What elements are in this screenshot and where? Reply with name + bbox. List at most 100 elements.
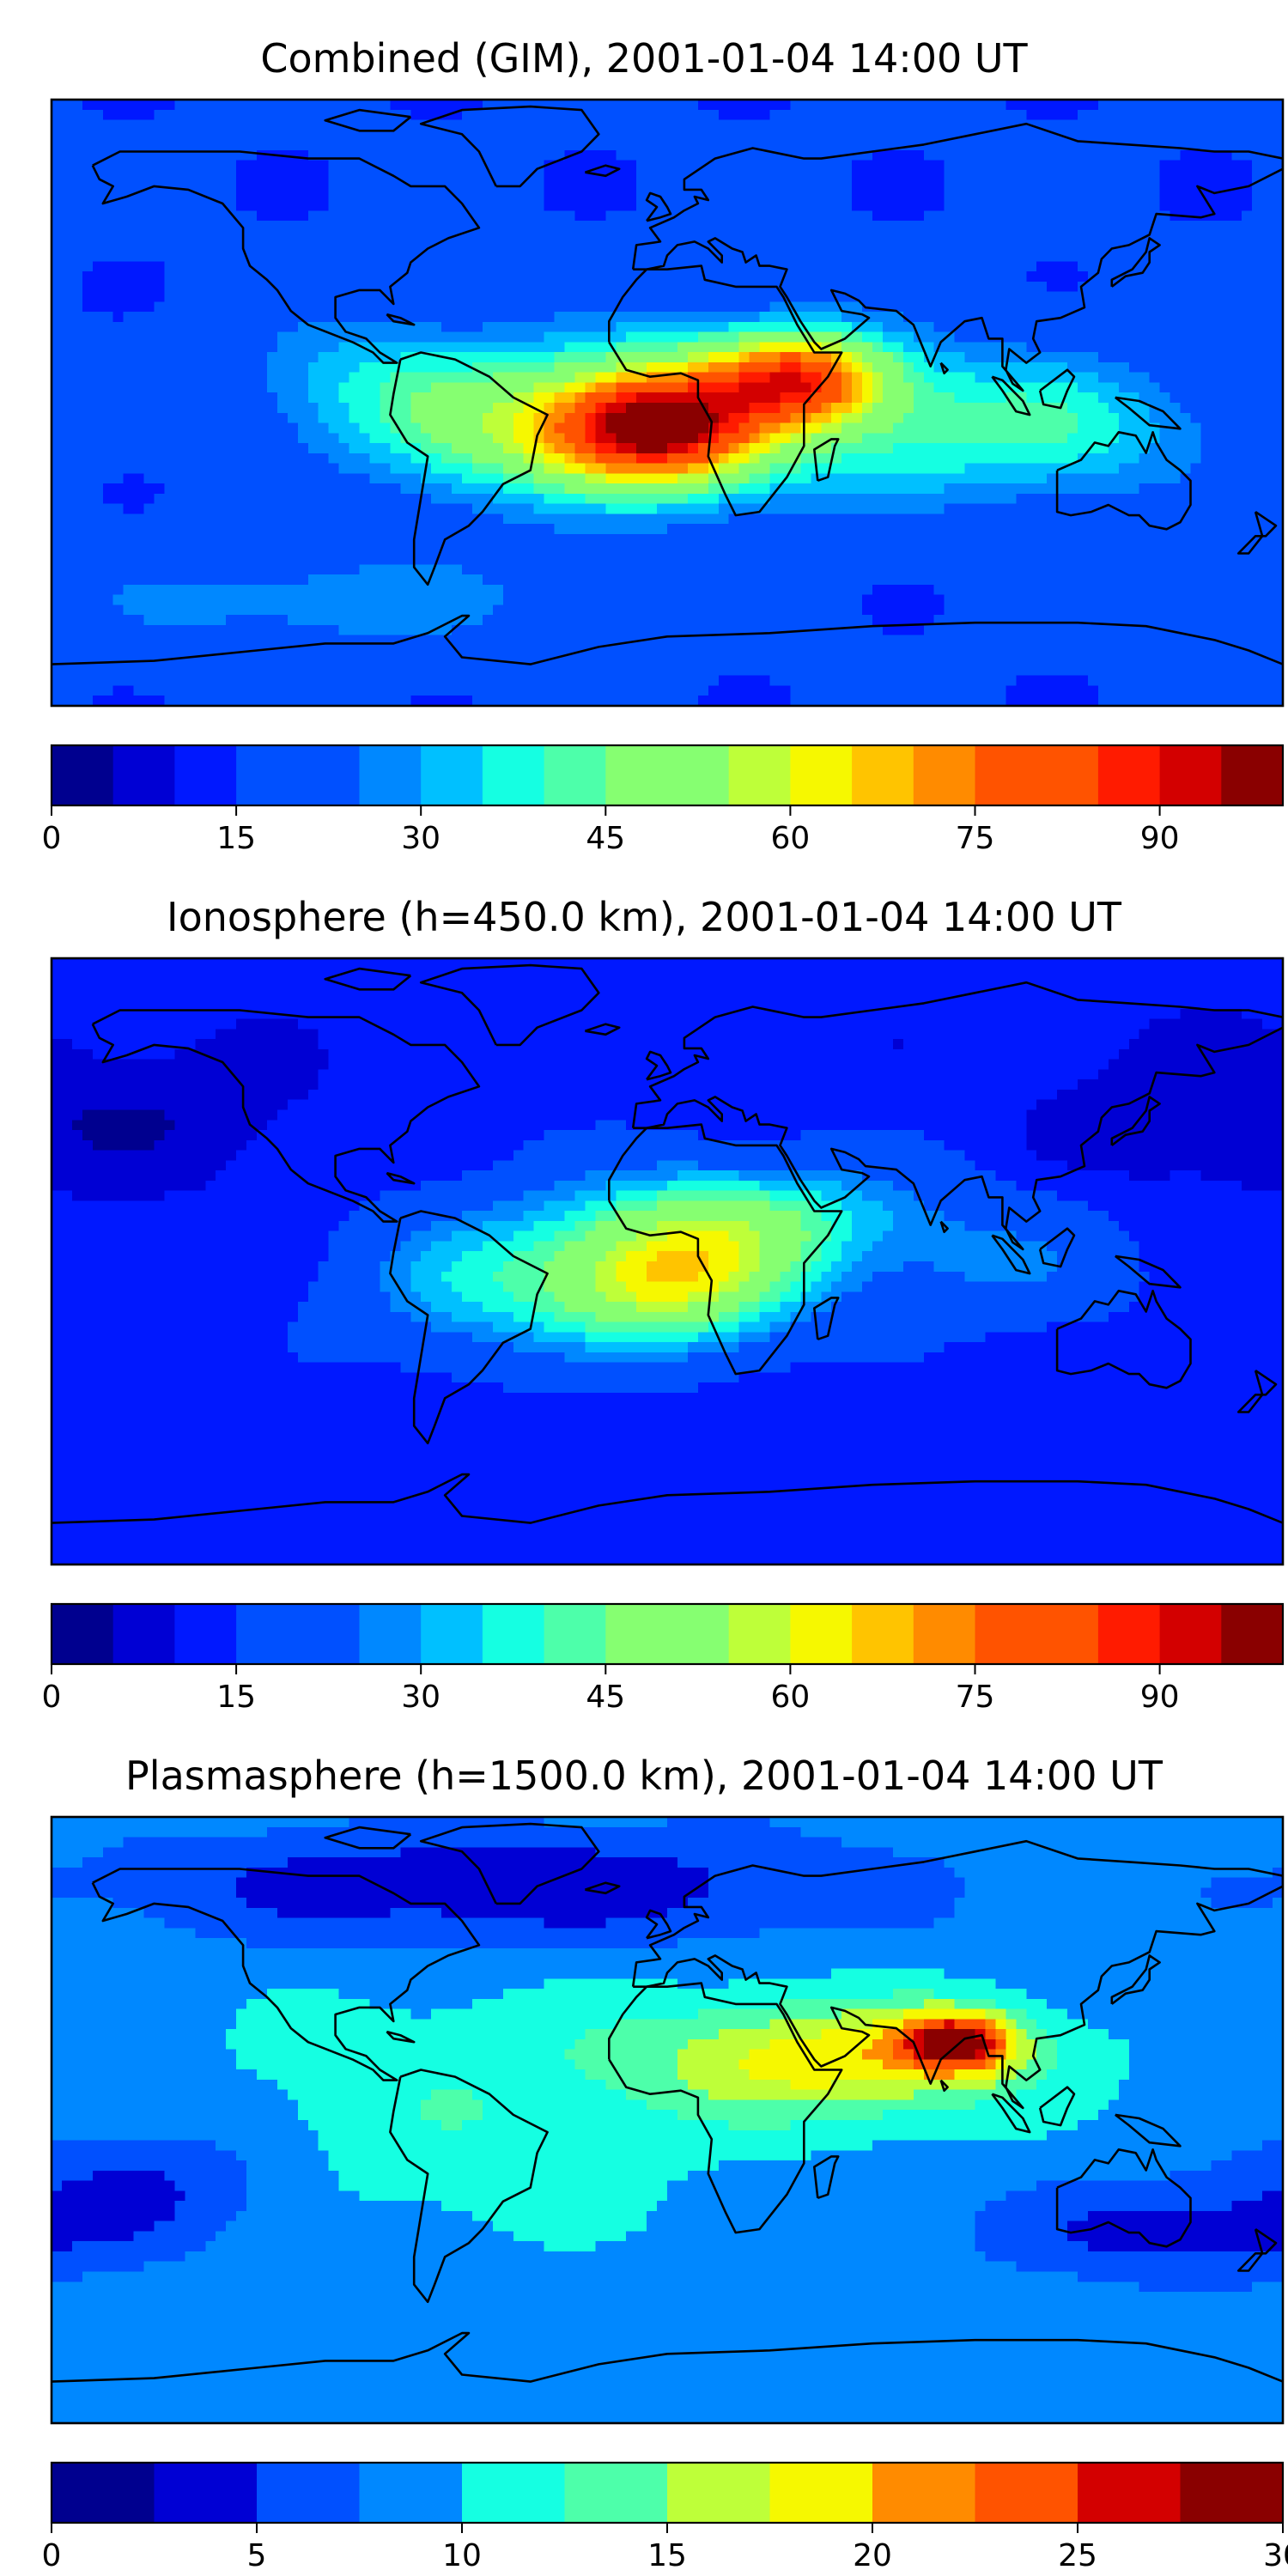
colorbar-segment: [852, 1604, 914, 1664]
coastline: [419, 105, 600, 188]
colorbar-segment: [1221, 1604, 1284, 1664]
colorbar-segment: [112, 1604, 175, 1664]
coastline: [631, 122, 1283, 392]
colorbar-segment: [297, 745, 360, 805]
coastline: [1110, 237, 1161, 288]
colorbar-segment: [421, 1604, 483, 1664]
colorbar-tick-label: 15: [216, 1680, 256, 1715]
colorbar-segment: [667, 1604, 730, 1664]
panel-svg: Combined (GIM), 2001-01-04 14:00 UT 0 15 3…: [42, 35, 1285, 856]
colorbar-segment: [359, 2463, 463, 2523]
colorbar-segment: [174, 745, 237, 805]
coastline: [1236, 1370, 1278, 1413]
coastline: [939, 361, 949, 374]
colorbar-tick-label: 90: [1140, 821, 1180, 856]
colorbar-segment: [462, 2463, 565, 2523]
tec-field: [52, 100, 1283, 706]
colorbar: 0 15 30 45 60 75 90: [42, 1602, 1285, 1715]
colorbar-tick-label: 60: [770, 821, 810, 856]
colorbar-tick-label: 10: [442, 2538, 482, 2573]
coastline: [1055, 431, 1192, 531]
coastline: [608, 264, 843, 517]
colorbar-segment: [769, 2463, 873, 2523]
colorbar-tick-label: 45: [586, 821, 625, 856]
colorbar-frame: [50, 744, 1285, 807]
coastline: [52, 1473, 1283, 1524]
coastline: [1055, 2148, 1192, 2248]
colorbar-segment: [1180, 2463, 1284, 2523]
colorbar-tick-label: 75: [956, 1680, 995, 1715]
coastline: [1110, 1096, 1161, 1146]
coastline: [645, 191, 672, 222]
colorbar-segment: [154, 2463, 258, 2523]
colorbar-tick-label: 15: [647, 2538, 687, 2573]
coastline: [645, 1909, 672, 1940]
colorbar-segment: [975, 1604, 1037, 1664]
panel-title: Plasmasphere (h=1500.0 km), 2001-01-04 1…: [125, 1753, 1163, 1799]
colorbar-tick-label: 60: [770, 1680, 810, 1715]
colorbar-segment: [174, 1604, 237, 1664]
tec-map: [52, 958, 1283, 1564]
colorbar-segment: [975, 2463, 1078, 2523]
coastline: [1115, 2113, 1182, 2148]
coastlines: [52, 963, 1283, 1524]
coastline: [1055, 1290, 1192, 1389]
coastline: [631, 1839, 1283, 2110]
colorbar-segment: [667, 745, 730, 805]
colorbar-segment: [544, 1604, 606, 1664]
coastline: [1038, 368, 1076, 410]
tec-field: [52, 958, 1283, 1564]
colorbar-tick-label: 45: [586, 1680, 625, 1715]
colorbar-segment: [1036, 1604, 1099, 1664]
coastline: [52, 2331, 1283, 2383]
colorbar-segment: [1036, 745, 1099, 805]
colorbar-segment: [359, 745, 422, 805]
coastline: [631, 981, 1283, 1251]
colorbar-segment: [52, 745, 114, 805]
colorbar-segment: [1097, 745, 1161, 805]
colorbar-segment: [1159, 745, 1222, 805]
coastline: [1115, 396, 1182, 430]
panel-ionosphere: Ionosphere (h=450.0 km), 2001-01-04 14:0…: [0, 859, 1288, 1717]
colorbar-segment: [728, 745, 791, 805]
colorbar-segment: [52, 1604, 114, 1664]
colorbar-segment: [852, 745, 914, 805]
colorbar-tick-label: 75: [956, 821, 995, 856]
colorbar-segment: [667, 2463, 770, 2523]
coastline: [608, 1123, 843, 1376]
colorbar-tick-label: 30: [401, 1680, 440, 1715]
colorbar-segment: [1159, 1604, 1222, 1664]
coastline: [52, 614, 1283, 665]
map-frame: [50, 957, 1285, 1566]
coastline: [1236, 2228, 1278, 2272]
map-frame: [50, 98, 1285, 708]
panel-title: Ionosphere (h=450.0 km), 2001-01-04 14:0…: [167, 894, 1122, 940]
panel-svg: Ionosphere (h=450.0 km), 2001-01-04 14:0…: [42, 894, 1285, 1715]
coastline: [939, 1220, 949, 1233]
coastline: [419, 963, 600, 1047]
colorbar-segment: [1078, 2463, 1181, 2523]
panel-title: Combined (GIM), 2001-01-04 14:00 UT: [260, 35, 1028, 82]
colorbar-segment: [605, 745, 668, 805]
colorbar-segment: [52, 2463, 155, 2523]
colorbar-segment: [790, 1604, 853, 1664]
coastline: [645, 1050, 672, 1081]
coastline: [324, 108, 412, 132]
tec-map: [52, 100, 1283, 706]
colorbar-segment: [544, 745, 606, 805]
panel-plasmasphere: Plasmasphere (h=1500.0 km), 2001-01-04 1…: [0, 1717, 1288, 2576]
colorbar-tick-label: 15: [216, 821, 256, 856]
colorbar-tick-label: 30: [401, 821, 440, 856]
colorbar-segment: [913, 1604, 975, 1664]
coastline: [584, 1023, 621, 1036]
coastline: [91, 150, 481, 364]
colorbar-segment: [564, 2463, 668, 2523]
coastline: [584, 164, 621, 178]
coastline: [584, 1881, 621, 1895]
tec-field: [52, 1817, 1283, 2423]
colorbar-tick-label: 0: [42, 821, 62, 856]
coastline: [1038, 1227, 1076, 1268]
colorbar-segment: [1097, 1604, 1161, 1664]
coastline: [389, 2069, 549, 2304]
colorbar: 0 5 10 15 20 25 30: [42, 2461, 1288, 2573]
